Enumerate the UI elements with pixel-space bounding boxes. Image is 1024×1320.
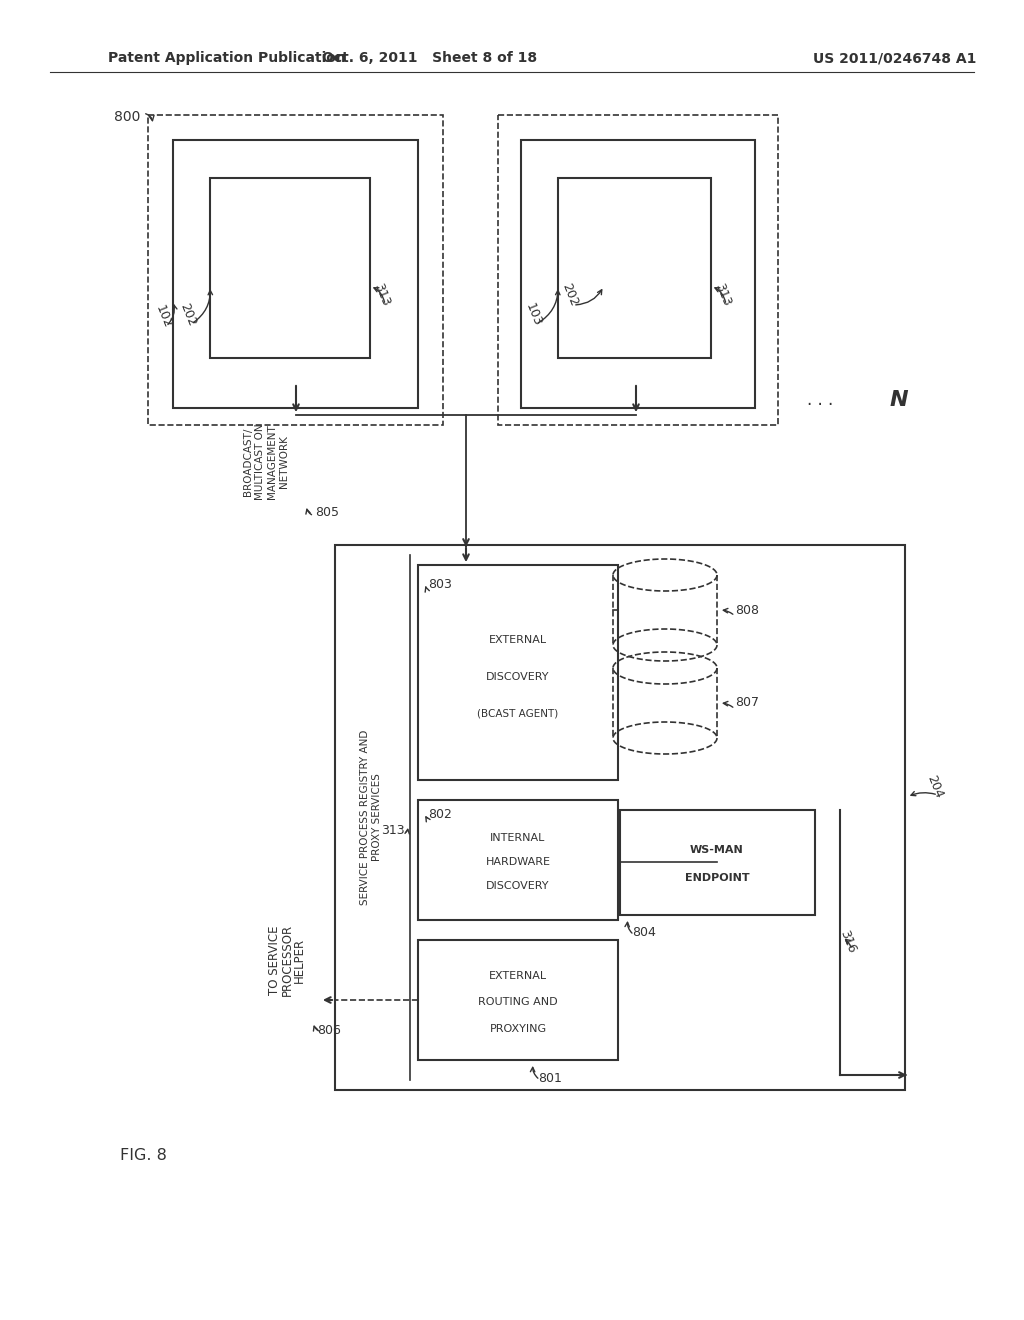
Text: NETWORK: NETWORK	[279, 436, 289, 488]
Text: 803: 803	[428, 578, 452, 591]
Bar	[418, 565, 618, 780]
Bar	[620, 810, 815, 915]
Bar	[210, 178, 370, 358]
Text: DISCOVERY: DISCOVERY	[486, 882, 550, 891]
Text: 313: 313	[372, 281, 392, 309]
Bar	[418, 800, 618, 920]
Text: FIG. 8: FIG. 8	[120, 1147, 167, 1163]
Text: . . .: . . .	[807, 391, 834, 409]
Text: EXTERNAL: EXTERNAL	[488, 635, 547, 645]
Text: 808: 808	[735, 603, 759, 616]
Text: TO SERVICE: TO SERVICE	[268, 925, 282, 995]
Text: 804: 804	[632, 927, 656, 940]
Text: (BCAST AGENT): (BCAST AGENT)	[477, 709, 559, 718]
Text: 805: 805	[315, 506, 339, 519]
Text: DISCOVERY: DISCOVERY	[486, 672, 550, 682]
Text: 202: 202	[177, 301, 199, 327]
Text: BROADCAST/: BROADCAST/	[243, 428, 253, 496]
Text: US 2011/0246748 A1: US 2011/0246748 A1	[813, 51, 977, 65]
Text: MANAGEMENT: MANAGEMENT	[267, 425, 278, 499]
Text: 807: 807	[735, 697, 759, 710]
Text: 802: 802	[428, 808, 452, 821]
Text: SERVICE PROCESS REGISTRY AND: SERVICE PROCESS REGISTRY AND	[360, 730, 370, 904]
Bar	[148, 115, 443, 425]
Bar	[173, 140, 418, 408]
Text: PROCESSOR: PROCESSOR	[281, 924, 294, 997]
Text: PROXY SERVICES: PROXY SERVICES	[372, 774, 382, 861]
Text: 316: 316	[838, 928, 858, 956]
Text: 313: 313	[713, 281, 733, 309]
Text: ROUTING AND: ROUTING AND	[478, 998, 558, 1007]
Text: Patent Application Publication: Patent Application Publication	[108, 51, 346, 65]
Text: Oct. 6, 2011   Sheet 8 of 18: Oct. 6, 2011 Sheet 8 of 18	[323, 51, 538, 65]
Text: 202: 202	[559, 281, 581, 309]
Text: 800: 800	[114, 110, 140, 124]
Text: HARDWARE: HARDWARE	[485, 858, 551, 867]
Text: N: N	[890, 389, 908, 411]
Text: MULTICAST ON: MULTICAST ON	[255, 424, 265, 500]
Text: INTERNAL: INTERNAL	[490, 833, 546, 843]
Text: ENDPOINT: ENDPOINT	[685, 874, 750, 883]
Text: WS-MAN: WS-MAN	[690, 845, 743, 855]
Bar	[521, 140, 755, 408]
Text: 801: 801	[538, 1072, 562, 1085]
Text: PROXYING: PROXYING	[489, 1024, 547, 1034]
Text: 806: 806	[317, 1023, 341, 1036]
Bar	[498, 115, 778, 425]
Text: 204: 204	[925, 774, 945, 800]
Text: 102: 102	[153, 304, 173, 330]
Bar	[558, 178, 711, 358]
Text: EXTERNAL: EXTERNAL	[488, 972, 547, 981]
Bar	[418, 940, 618, 1060]
Text: 313: 313	[381, 824, 406, 837]
Text: HELPER: HELPER	[293, 937, 305, 982]
Text: 103: 103	[522, 301, 544, 327]
Bar	[335, 545, 905, 1090]
